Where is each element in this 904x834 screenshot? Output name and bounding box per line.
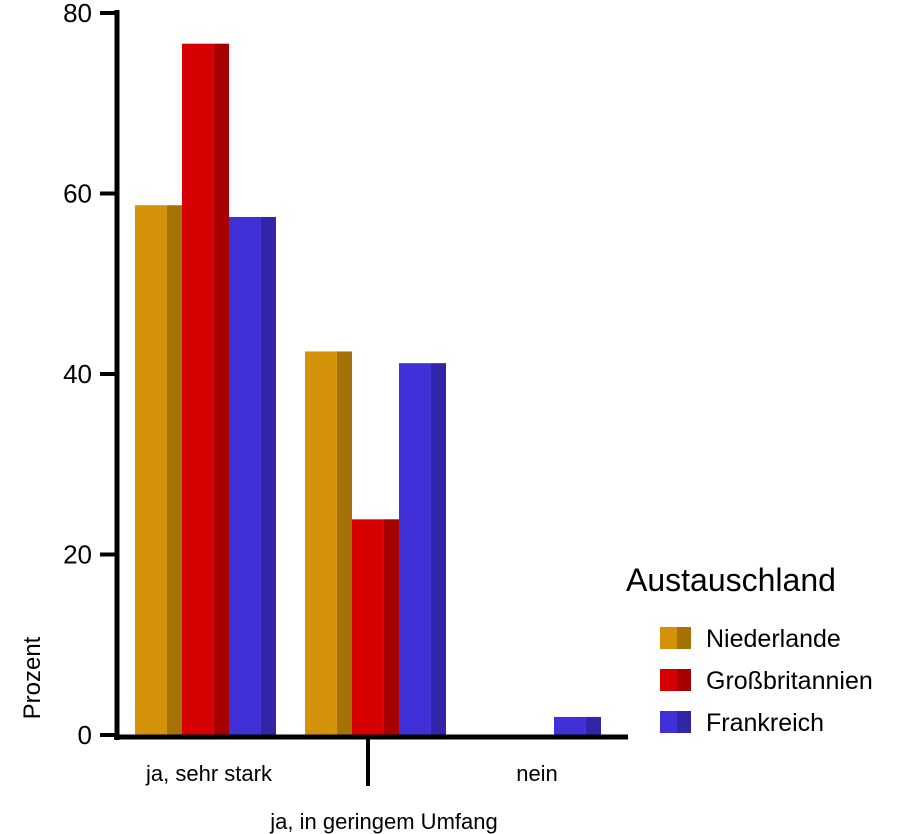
bars-group	[135, 43, 601, 736]
x-category-label: ja, sehr stark	[145, 761, 273, 786]
y-tick-label: 40	[63, 359, 92, 389]
bar	[229, 216, 276, 736]
y-tick-label: 80	[63, 0, 92, 28]
legend-label: Niederlande	[706, 625, 841, 653]
legend: Austauschland Niederlande Großbritannien F…	[626, 562, 873, 737]
bar	[554, 716, 601, 735]
y-tick-label: 0	[78, 720, 92, 750]
y-ticks-group: 0 20 40 60 80	[63, 0, 117, 750]
x-category-label: ja, in geringem Umfang	[269, 809, 497, 834]
legend-item: Großbritannien	[660, 667, 873, 695]
bar	[182, 43, 229, 736]
bar	[352, 519, 399, 735]
legend-label: Frankreich	[706, 709, 824, 737]
y-tick-label: 60	[63, 179, 92, 209]
legend-item: Niederlande	[660, 625, 841, 653]
y-tick-label: 20	[63, 540, 92, 570]
legend-title: Austauschland	[626, 562, 836, 598]
legend-swatch	[660, 627, 691, 649]
bar	[399, 363, 446, 735]
y-axis-label: Prozent	[19, 636, 46, 719]
legend-item: Frankreich	[660, 709, 824, 737]
bar	[135, 205, 182, 736]
legend-label: Großbritannien	[706, 667, 873, 695]
legend-swatch	[660, 669, 691, 691]
x-labels-group: ja, sehr stark ja, in geringem Umfang nein	[145, 737, 558, 834]
x-category-label: nein	[516, 761, 558, 786]
legend-swatch	[660, 711, 691, 733]
bar	[305, 351, 352, 735]
legend-items: Niederlande Großbritannien Frankreich	[660, 625, 873, 737]
